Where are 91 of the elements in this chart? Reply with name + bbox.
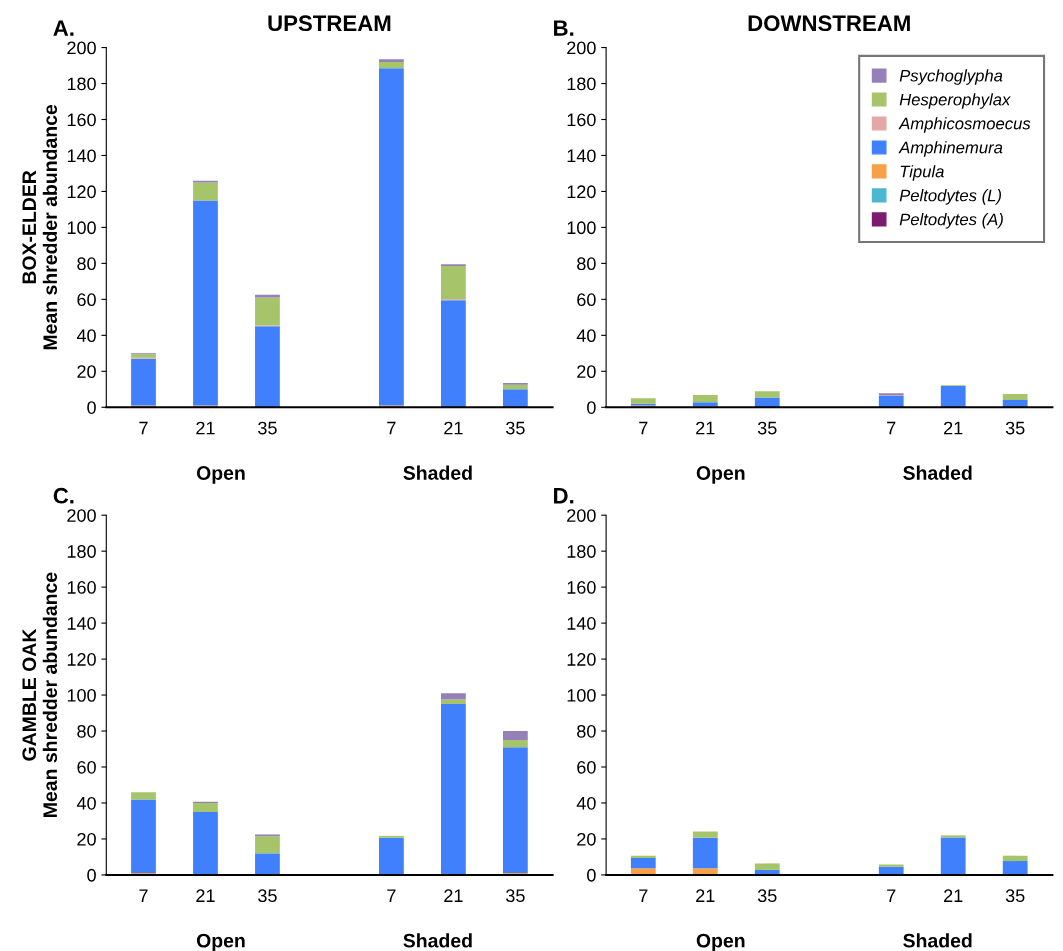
x-tick-label: 7 — [139, 421, 148, 435]
y-axis-title: GAMBLE OAK Mean shredder abundance — [22, 572, 58, 817]
y-tick-label: 20 — [577, 832, 596, 846]
text: Open — [196, 933, 245, 951]
text: C. — [53, 487, 74, 504]
x-tick-label: 21 — [944, 889, 963, 902]
y-tick-label: 80 — [577, 724, 596, 738]
x-tick-label: 7 — [387, 421, 396, 435]
legend-label: Amphinemura — [898, 141, 1003, 157]
y-tick-label: 20 — [577, 365, 596, 379]
y-tick-label: 200 — [67, 41, 96, 55]
y-tick-label: 40 — [76, 796, 96, 810]
legend-label: Tipula — [900, 165, 944, 181]
x-tick-label: 35 — [506, 421, 525, 435]
text: Shaded — [403, 933, 472, 948]
legend-label: Psychoglypha — [899, 69, 1003, 85]
legend-label: Hesperophylax — [899, 93, 1011, 109]
text: Open — [696, 933, 745, 951]
y-tick-label: 200 — [567, 509, 596, 522]
text: Shaded — [903, 465, 972, 480]
y-tick-label: 80 — [77, 724, 96, 738]
y-axis-title: BOX-ELDER Mean shredder abundance — [22, 104, 58, 350]
y-tick-label: 160 — [567, 113, 596, 127]
y-tick-label: 140 — [67, 149, 96, 163]
x-tick-label: 35 — [757, 889, 777, 903]
y-tick-label: 0 — [87, 401, 96, 414]
chart-title: UPSTREAM — [268, 15, 391, 32]
y-tick-label: 200 — [567, 41, 596, 55]
y-tick-label: 180 — [567, 77, 596, 91]
y-tick-label: 0 — [587, 401, 596, 414]
x-tick-label: 21 — [444, 889, 463, 902]
y-tick-label: 60 — [577, 293, 596, 307]
y-tick-label: 100 — [67, 688, 96, 702]
x-tick-label: 21 — [444, 421, 463, 435]
x-tick-label: 35 — [757, 421, 777, 435]
y-tick-label: 160 — [67, 581, 96, 594]
x-tick-label: 7 — [639, 889, 648, 902]
x-tick-label: 7 — [639, 421, 648, 435]
x-tick-label: 21 — [196, 889, 215, 902]
x-tick-label: 7 — [887, 889, 896, 902]
x-tick-label: 35 — [258, 889, 277, 903]
x-tick-label: 7 — [387, 889, 396, 902]
text: Open — [696, 466, 745, 484]
y-tick-label: 120 — [567, 653, 596, 666]
y-tick-label: 60 — [577, 760, 596, 774]
x-tick-label: 7 — [139, 889, 148, 902]
x-tick-label: 21 — [944, 421, 963, 435]
y-tick-label: 40 — [76, 329, 96, 343]
y-tick-label: 60 — [77, 293, 96, 307]
y-tick-label: 60 — [77, 760, 96, 774]
x-tick-label: 35 — [1005, 889, 1025, 903]
x-tick-label: 35 — [1005, 421, 1025, 435]
chart-title: DOWNSTREAM — [748, 15, 910, 32]
y-tick-label: 140 — [567, 149, 596, 163]
legend-label: Peltodytes (L) — [899, 189, 1002, 205]
y-tick-label: 0 — [87, 868, 96, 882]
y-tick-label: 160 — [567, 581, 596, 594]
y-tick-label: 200 — [67, 509, 96, 522]
y-tick-label: 20 — [77, 832, 96, 846]
y-tick-label: 100 — [567, 688, 596, 702]
y-tick-label: 180 — [567, 545, 596, 558]
y-tick-label: 40 — [576, 329, 596, 343]
y-tick-label: 180 — [67, 77, 96, 91]
text: B. — [554, 20, 574, 36]
x-tick-label: 21 — [196, 421, 215, 435]
text: Shaded — [903, 933, 972, 948]
x-tick-label: 21 — [696, 889, 715, 902]
x-tick-label: 35 — [506, 889, 525, 903]
y-tick-label: 120 — [567, 185, 596, 199]
x-tick-label: 7 — [887, 421, 896, 435]
text: Open — [196, 466, 245, 484]
y-tick-label: 140 — [67, 617, 96, 630]
y-tick-label: 80 — [577, 257, 596, 271]
text: Shaded — [403, 465, 472, 480]
text: D. — [554, 488, 574, 504]
y-tick-label: 40 — [576, 796, 596, 810]
y-tick-label: 160 — [67, 113, 96, 127]
x-tick-label: 35 — [258, 421, 277, 435]
y-tick-label: 120 — [67, 653, 96, 666]
text: A. — [53, 20, 74, 36]
y-tick-label: 20 — [77, 365, 96, 379]
y-tick-label: 100 — [567, 221, 596, 235]
y-tick-label: 140 — [567, 617, 596, 630]
y-tick-label: 180 — [67, 545, 96, 558]
legend-label: Peltodytes (A) — [899, 213, 1003, 229]
y-tick-label: 80 — [77, 257, 96, 271]
y-tick-label: 100 — [67, 221, 96, 235]
x-tick-label: 21 — [696, 421, 715, 435]
legend-label: Amphicosmoecus — [898, 117, 1031, 133]
y-tick-label: 120 — [67, 185, 96, 199]
y-tick-label: 0 — [587, 868, 596, 882]
